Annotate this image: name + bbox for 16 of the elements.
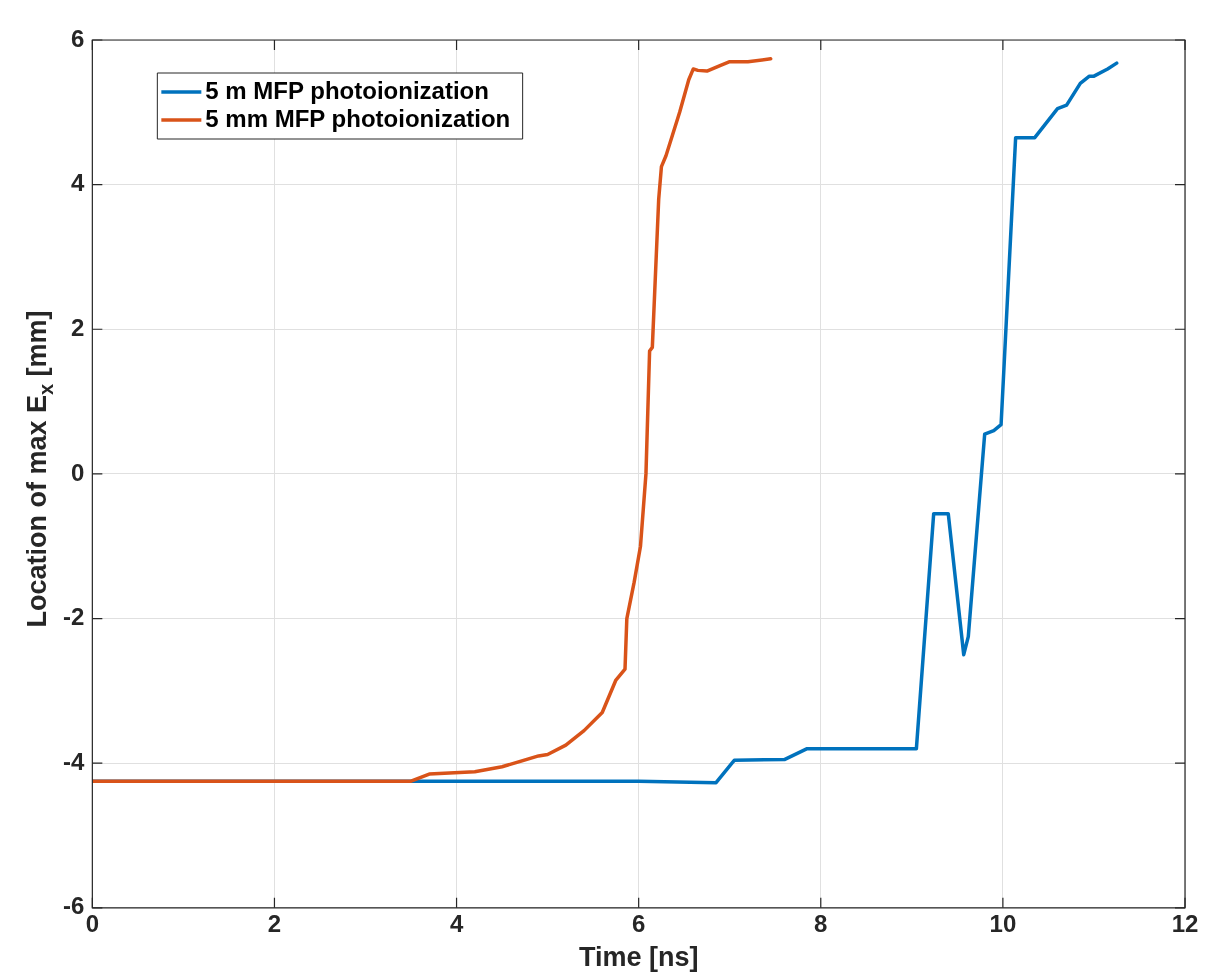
legend-label: 5 mm MFP photoionization	[205, 104, 511, 132]
x-tick-label: 6	[631, 909, 646, 937]
x-tick-label: 12	[1171, 909, 1199, 937]
legend-label: 5 m MFP photoionization	[205, 76, 489, 104]
x-tick-label: 2	[267, 909, 282, 937]
y-tick-label: 6	[70, 24, 85, 52]
x-tick-label: 4	[449, 909, 464, 937]
y-tick-label: 4	[70, 169, 85, 197]
x-axis-title: Time [ns]	[578, 942, 699, 973]
y-tick-label: 0	[70, 458, 85, 486]
y-tick-label: -4	[63, 747, 85, 775]
y-tick-label: -2	[63, 603, 85, 631]
x-tick-label: 10	[989, 909, 1017, 937]
x-tick-label: 8	[814, 909, 828, 937]
y-tick-label: 2	[70, 313, 85, 341]
y-tick-label: -6	[63, 892, 85, 920]
